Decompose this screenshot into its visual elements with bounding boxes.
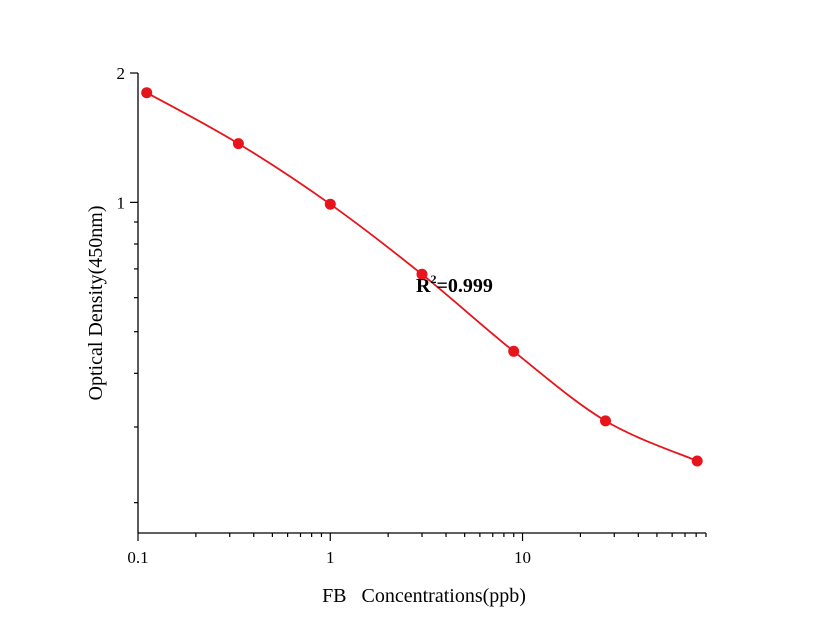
axis-ticks: [130, 72, 707, 541]
data-points: [141, 87, 703, 467]
x-tick-label: 1: [326, 548, 335, 567]
x-tick-label: 0.1: [127, 548, 148, 567]
r-squared-prefix: R: [416, 275, 431, 297]
data-point: [324, 198, 336, 210]
y-axis-title: Optical Density(450nm): [85, 206, 107, 401]
data-point: [141, 87, 153, 99]
y-tick-label: 2: [117, 64, 126, 83]
data-point: [416, 268, 428, 280]
x-tick-label: 10: [514, 548, 531, 567]
axes: [137, 73, 706, 534]
data-point: [691, 455, 703, 467]
data-point: [232, 138, 244, 150]
y-tick-label: 1: [117, 193, 126, 212]
r-squared-annotation: R2=0.999: [416, 272, 493, 297]
r-squared-value: =0.999: [436, 275, 492, 297]
tick-labels: 0.1 1 10 1 2: [117, 64, 532, 567]
data-point: [600, 415, 611, 427]
r-squared-superscript: 2: [430, 272, 436, 286]
x-axis-title: FB Concentrations(ppb): [322, 585, 526, 607]
data-point: [508, 345, 520, 357]
